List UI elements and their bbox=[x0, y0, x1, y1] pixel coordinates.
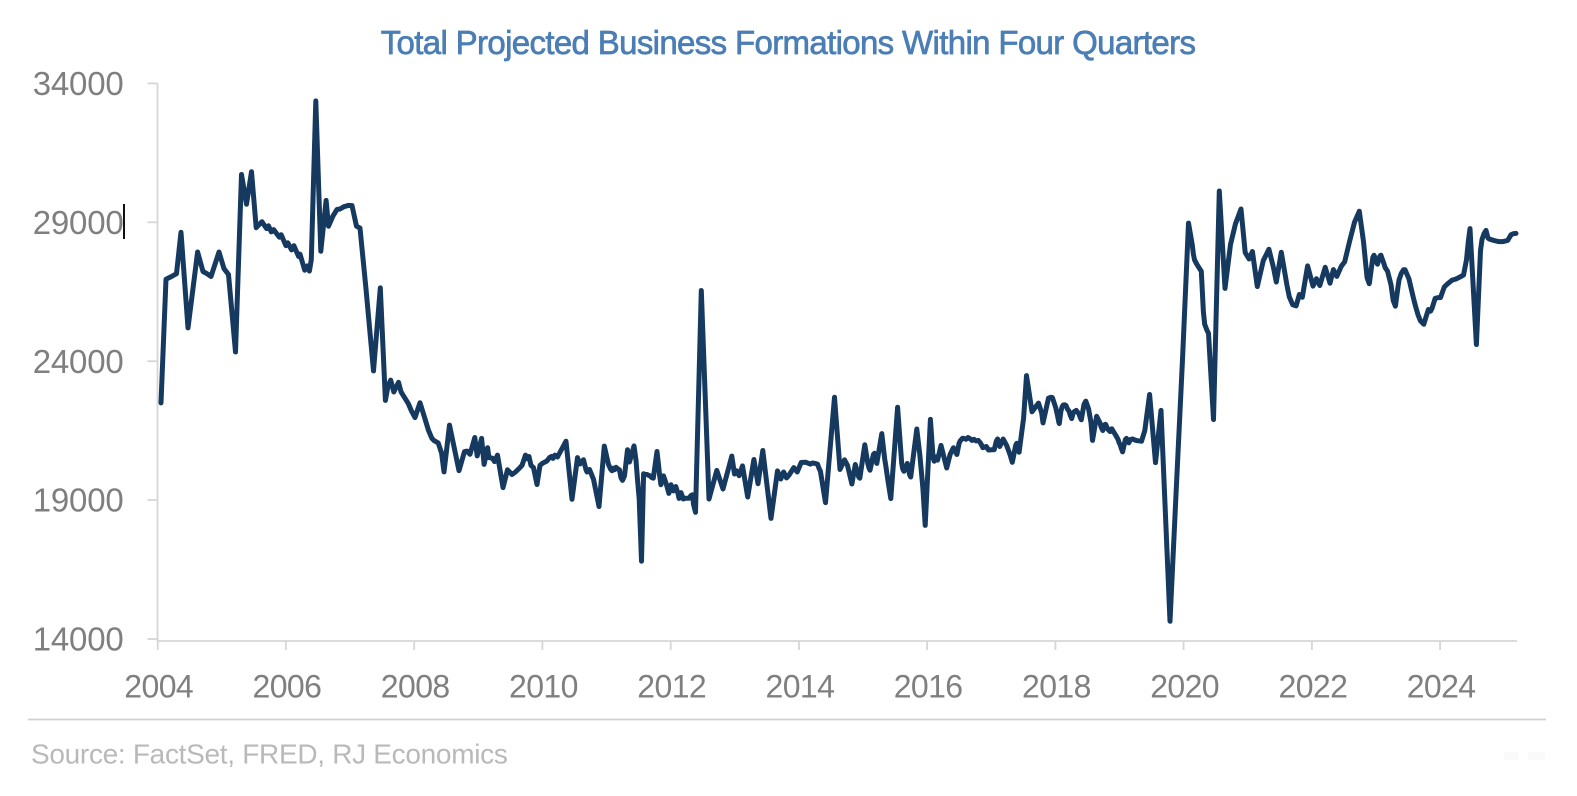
svg-text:2020: 2020 bbox=[1150, 669, 1219, 705]
svg-text:2012: 2012 bbox=[637, 669, 706, 705]
svg-text:2018: 2018 bbox=[1022, 669, 1091, 705]
svg-text:2010: 2010 bbox=[509, 669, 578, 705]
svg-text:19000: 19000 bbox=[33, 482, 124, 519]
svg-text:34000: 34000 bbox=[33, 65, 124, 102]
svg-text:2024: 2024 bbox=[1407, 669, 1476, 705]
svg-text:2006: 2006 bbox=[253, 669, 322, 705]
svg-text:29000: 29000 bbox=[33, 204, 124, 241]
svg-text:2014: 2014 bbox=[766, 669, 835, 705]
svg-text:14000: 14000 bbox=[33, 621, 124, 658]
svg-text:24000: 24000 bbox=[33, 343, 124, 380]
svg-text:2016: 2016 bbox=[894, 669, 963, 705]
svg-text:2008: 2008 bbox=[381, 669, 450, 705]
svg-text:2022: 2022 bbox=[1279, 669, 1348, 705]
svg-text:Source: FactSet, FRED, RJ Econ: Source: FactSet, FRED, RJ Economics bbox=[31, 739, 508, 770]
svg-text:Total Projected Business Forma: Total Projected Business Formations With… bbox=[381, 24, 1196, 61]
svg-text:2004: 2004 bbox=[124, 669, 193, 705]
